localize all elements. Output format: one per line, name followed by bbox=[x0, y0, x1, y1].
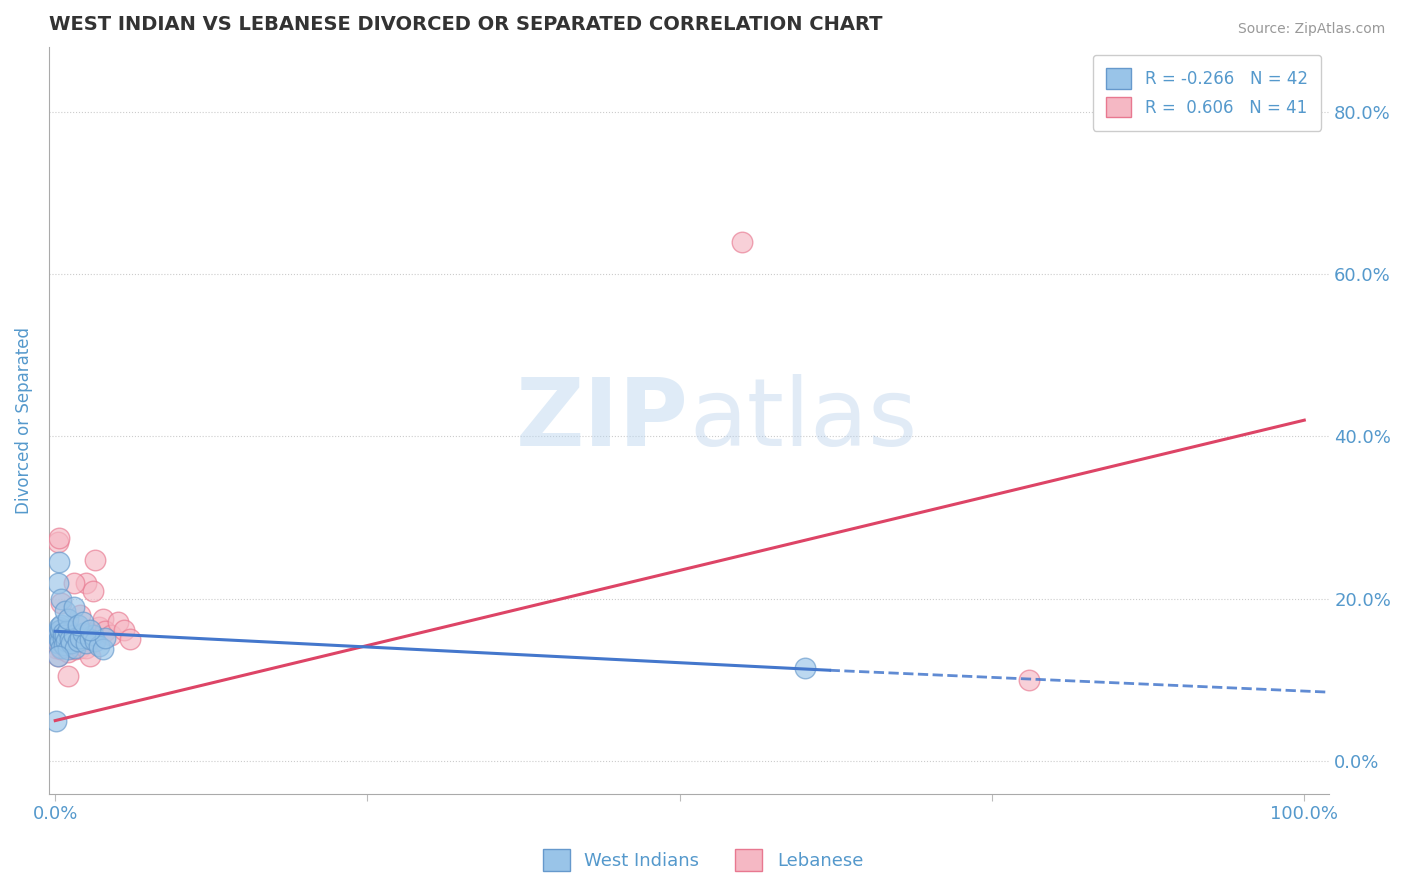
Point bbox=[45, 714, 67, 728]
Point bbox=[66, 632, 89, 647]
Point bbox=[56, 612, 79, 626]
Point bbox=[1018, 673, 1040, 687]
Point bbox=[75, 640, 97, 655]
Point bbox=[46, 648, 69, 663]
Point bbox=[84, 634, 107, 648]
Point bbox=[120, 632, 142, 647]
Point bbox=[79, 632, 101, 647]
Point bbox=[59, 628, 82, 642]
Legend: R = -0.266   N = 42, R =  0.606   N = 41: R = -0.266 N = 42, R = 0.606 N = 41 bbox=[1092, 55, 1320, 130]
Point bbox=[66, 634, 89, 648]
Point bbox=[51, 642, 73, 657]
Point bbox=[48, 620, 70, 634]
Point bbox=[79, 626, 101, 640]
Point bbox=[72, 626, 94, 640]
Point bbox=[63, 640, 86, 655]
Point bbox=[46, 535, 69, 549]
Point bbox=[72, 631, 94, 645]
Point bbox=[75, 575, 97, 590]
Point bbox=[51, 596, 73, 610]
Point bbox=[84, 553, 107, 567]
Point bbox=[69, 631, 91, 645]
Point bbox=[45, 640, 67, 655]
Point bbox=[48, 531, 70, 545]
Point bbox=[52, 626, 75, 640]
Point bbox=[60, 636, 83, 650]
Point bbox=[46, 636, 69, 650]
Point bbox=[87, 639, 110, 653]
Text: atlas: atlas bbox=[689, 374, 917, 467]
Point bbox=[51, 640, 73, 655]
Point bbox=[63, 599, 86, 614]
Point bbox=[82, 628, 104, 642]
Point bbox=[52, 631, 75, 645]
Point bbox=[53, 628, 76, 642]
Point bbox=[63, 636, 86, 650]
Point bbox=[82, 583, 104, 598]
Point bbox=[56, 669, 79, 683]
Point bbox=[100, 628, 122, 642]
Point bbox=[45, 628, 67, 642]
Point bbox=[69, 608, 91, 623]
Point bbox=[63, 642, 86, 657]
Point bbox=[56, 623, 79, 637]
Point bbox=[56, 644, 79, 658]
Point bbox=[112, 623, 135, 637]
Text: ZIP: ZIP bbox=[516, 374, 689, 467]
Text: Source: ZipAtlas.com: Source: ZipAtlas.com bbox=[1237, 22, 1385, 37]
Point bbox=[94, 631, 117, 645]
Point bbox=[53, 628, 76, 642]
Point bbox=[53, 604, 76, 618]
Point bbox=[48, 632, 70, 647]
Point bbox=[63, 628, 86, 642]
Point bbox=[46, 575, 69, 590]
Point bbox=[48, 555, 70, 569]
Text: WEST INDIAN VS LEBANESE DIVORCED OR SEPARATED CORRELATION CHART: WEST INDIAN VS LEBANESE DIVORCED OR SEPA… bbox=[49, 15, 883, 34]
Point bbox=[55, 634, 77, 648]
Point bbox=[731, 235, 754, 249]
Point bbox=[46, 648, 69, 663]
Y-axis label: Divorced or Separated: Divorced or Separated bbox=[15, 326, 32, 514]
Point bbox=[48, 636, 70, 650]
Point bbox=[91, 612, 114, 626]
Point bbox=[56, 642, 79, 657]
Point bbox=[46, 628, 69, 642]
Point bbox=[49, 634, 72, 648]
Point bbox=[53, 639, 76, 653]
Point bbox=[51, 591, 73, 606]
Point bbox=[91, 642, 114, 657]
Point bbox=[72, 615, 94, 629]
Point bbox=[55, 634, 77, 648]
Point bbox=[59, 632, 82, 647]
Point bbox=[51, 617, 73, 632]
Point bbox=[79, 623, 101, 637]
Point bbox=[49, 634, 72, 648]
Point bbox=[79, 648, 101, 663]
Point bbox=[66, 617, 89, 632]
Point bbox=[75, 636, 97, 650]
Legend: West Indians, Lebanese: West Indians, Lebanese bbox=[536, 842, 870, 879]
Point bbox=[63, 575, 86, 590]
Point bbox=[52, 632, 75, 647]
Point bbox=[52, 638, 75, 652]
Point bbox=[87, 620, 110, 634]
Point bbox=[69, 640, 91, 655]
Point bbox=[793, 661, 815, 675]
Point bbox=[107, 615, 129, 629]
Point bbox=[52, 628, 75, 642]
Point bbox=[94, 624, 117, 639]
Point bbox=[49, 623, 72, 637]
Point bbox=[46, 624, 69, 639]
Point bbox=[51, 623, 73, 637]
Point bbox=[48, 624, 70, 639]
